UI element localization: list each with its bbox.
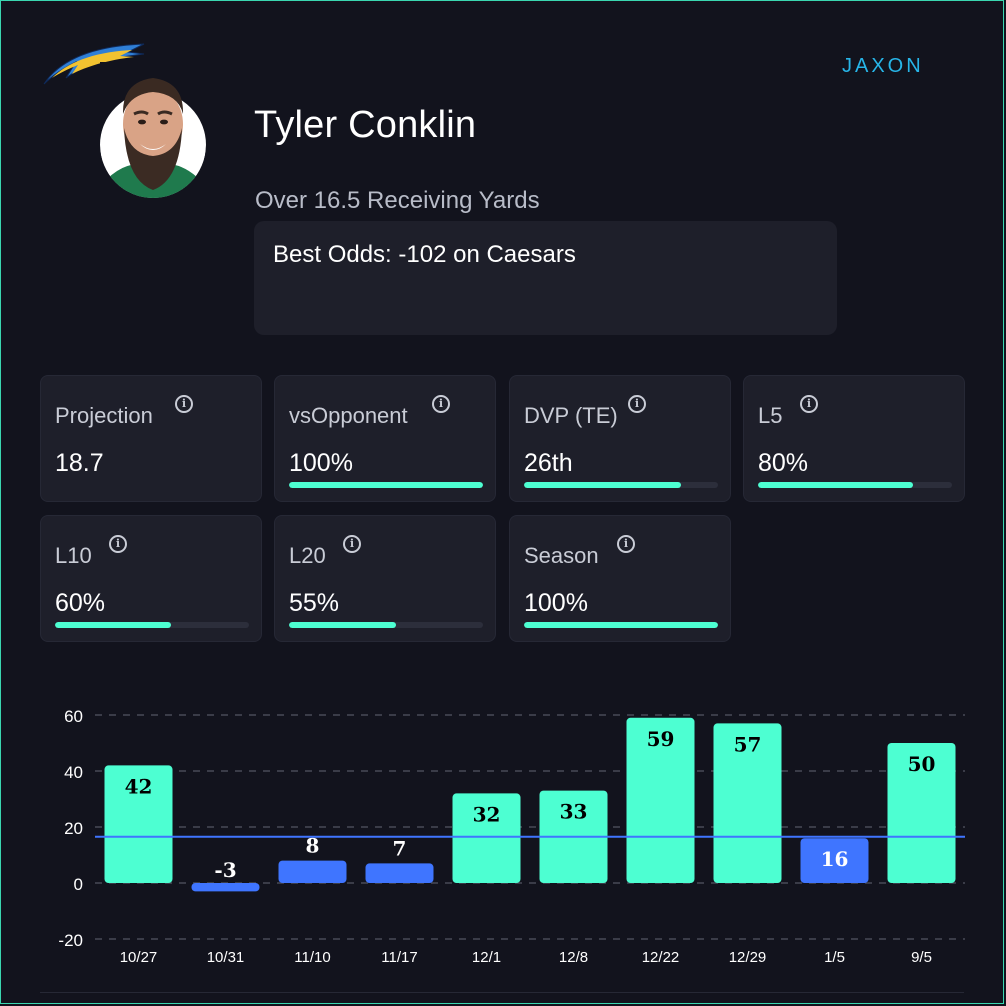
card-value: 100% <box>289 449 353 477</box>
x-tick-label: 9/5 <box>911 949 932 966</box>
x-tick-label: 12/1 <box>472 949 501 966</box>
bar-value-label: 42 <box>125 774 153 798</box>
card-season: Season i 100% <box>509 515 731 642</box>
bar-value-label: -3 <box>214 858 236 882</box>
x-tick-label: 12/8 <box>559 949 588 966</box>
bar-value-label: 16 <box>821 847 849 871</box>
card-label: vsOpponent <box>289 403 408 428</box>
best-odds-text: Best Odds: -102 on Caesars <box>273 241 576 268</box>
card-value: 55% <box>289 589 340 617</box>
hit-rate-fill <box>758 482 914 488</box>
hit-rate-track <box>524 622 718 628</box>
card-label: Season <box>524 543 599 568</box>
info-icon[interactable]: i <box>628 395 646 413</box>
hit-rate-track <box>289 482 483 488</box>
divider <box>40 992 964 993</box>
y-tick-label: -20 <box>58 931 83 950</box>
info-icon[interactable]: i <box>343 535 361 553</box>
y-tick-label: 60 <box>64 707 83 726</box>
x-tick-label: 11/17 <box>381 949 417 966</box>
bar-12/22 <box>626 717 695 883</box>
card-projection: Projection i 18.7 <box>40 375 262 502</box>
jaxon-brand-logo: JAXON <box>842 55 924 77</box>
card-label: Projection <box>55 403 153 428</box>
info-icon[interactable]: i <box>432 395 450 413</box>
bar-value-label: 57 <box>734 732 762 756</box>
info-icon[interactable]: i <box>109 535 127 553</box>
info-icon[interactable]: i <box>617 535 635 553</box>
bar-11/17 <box>365 863 434 883</box>
bar-10/31 <box>191 883 260 892</box>
bar-1/5 <box>800 838 869 883</box>
x-tick-label: 12/22 <box>642 949 680 966</box>
card-label: L20 <box>289 543 326 568</box>
bar-12/1 <box>452 793 521 883</box>
x-tick-label: 1/5 <box>824 949 845 966</box>
x-tick-label: 10/27 <box>120 949 158 966</box>
card-vs-opponent: vsOpponent i 100% <box>274 375 496 502</box>
hit-rate-fill <box>289 622 396 628</box>
x-tick-label: 11/10 <box>294 949 330 966</box>
bar-9/5 <box>887 743 956 883</box>
game-log-bar-chart: -20 0 20 40 60 42 10/27 -3 10/31 8 11/10 7 11/17 32 12… <box>58 707 965 966</box>
hit-rate-track <box>55 622 249 628</box>
y-tick-label: 40 <box>64 763 83 782</box>
hit-rate-track <box>758 482 952 488</box>
info-icon[interactable]: i <box>800 395 818 413</box>
card-label: L5 <box>758 403 783 428</box>
bar-value-label: 8 <box>306 834 320 858</box>
x-tick-label: 12/29 <box>729 949 767 966</box>
hit-rate-fill <box>289 482 483 488</box>
y-tick-label: 0 <box>74 875 83 894</box>
card-l20: L20 i 55% <box>274 515 496 642</box>
hit-rate-track <box>289 622 483 628</box>
bar-value-label: 32 <box>473 802 501 826</box>
hit-rate-fill <box>524 622 718 628</box>
jaxon-brand-wordmark: JAXON <box>842 55 924 77</box>
card-value: 100% <box>524 589 588 617</box>
card-value: 18.7 <box>55 449 104 477</box>
hit-rate-fill <box>524 482 682 488</box>
y-tick-label: 20 <box>64 819 83 838</box>
card-value: 80% <box>758 449 809 477</box>
team-logo-bolt-icon <box>43 43 145 85</box>
card-label: L10 <box>55 543 92 568</box>
bar-value-label: 59 <box>647 727 675 751</box>
hit-rate-fill <box>55 622 172 628</box>
bar-12/29 <box>713 723 782 883</box>
card-l10: L10 i 60% <box>40 515 262 642</box>
card-label: DVP (TE) <box>524 403 618 428</box>
card-l5: L5 i 80% <box>743 375 965 502</box>
card-dvp: DVP (TE) i 26th <box>509 375 731 502</box>
x-tick-label: 10/31 <box>207 949 245 966</box>
bar-11/10 <box>278 860 347 883</box>
hit-rate-track <box>524 482 718 488</box>
prop-line: Over 16.5 Receiving Yards <box>255 187 540 214</box>
card-value: 26th <box>524 449 573 477</box>
card-value: 60% <box>55 589 106 617</box>
bar-10/27 <box>104 765 173 883</box>
bar-value-label: 33 <box>560 800 588 824</box>
player-name: Tyler Conklin <box>254 104 477 146</box>
bar-value-label: 50 <box>908 752 936 776</box>
player-headshot <box>100 62 206 198</box>
best-odds-box: Best Odds: -102 on Caesars <box>254 221 837 335</box>
info-icon[interactable]: i <box>175 395 193 413</box>
bar-value-label: 7 <box>393 836 407 860</box>
